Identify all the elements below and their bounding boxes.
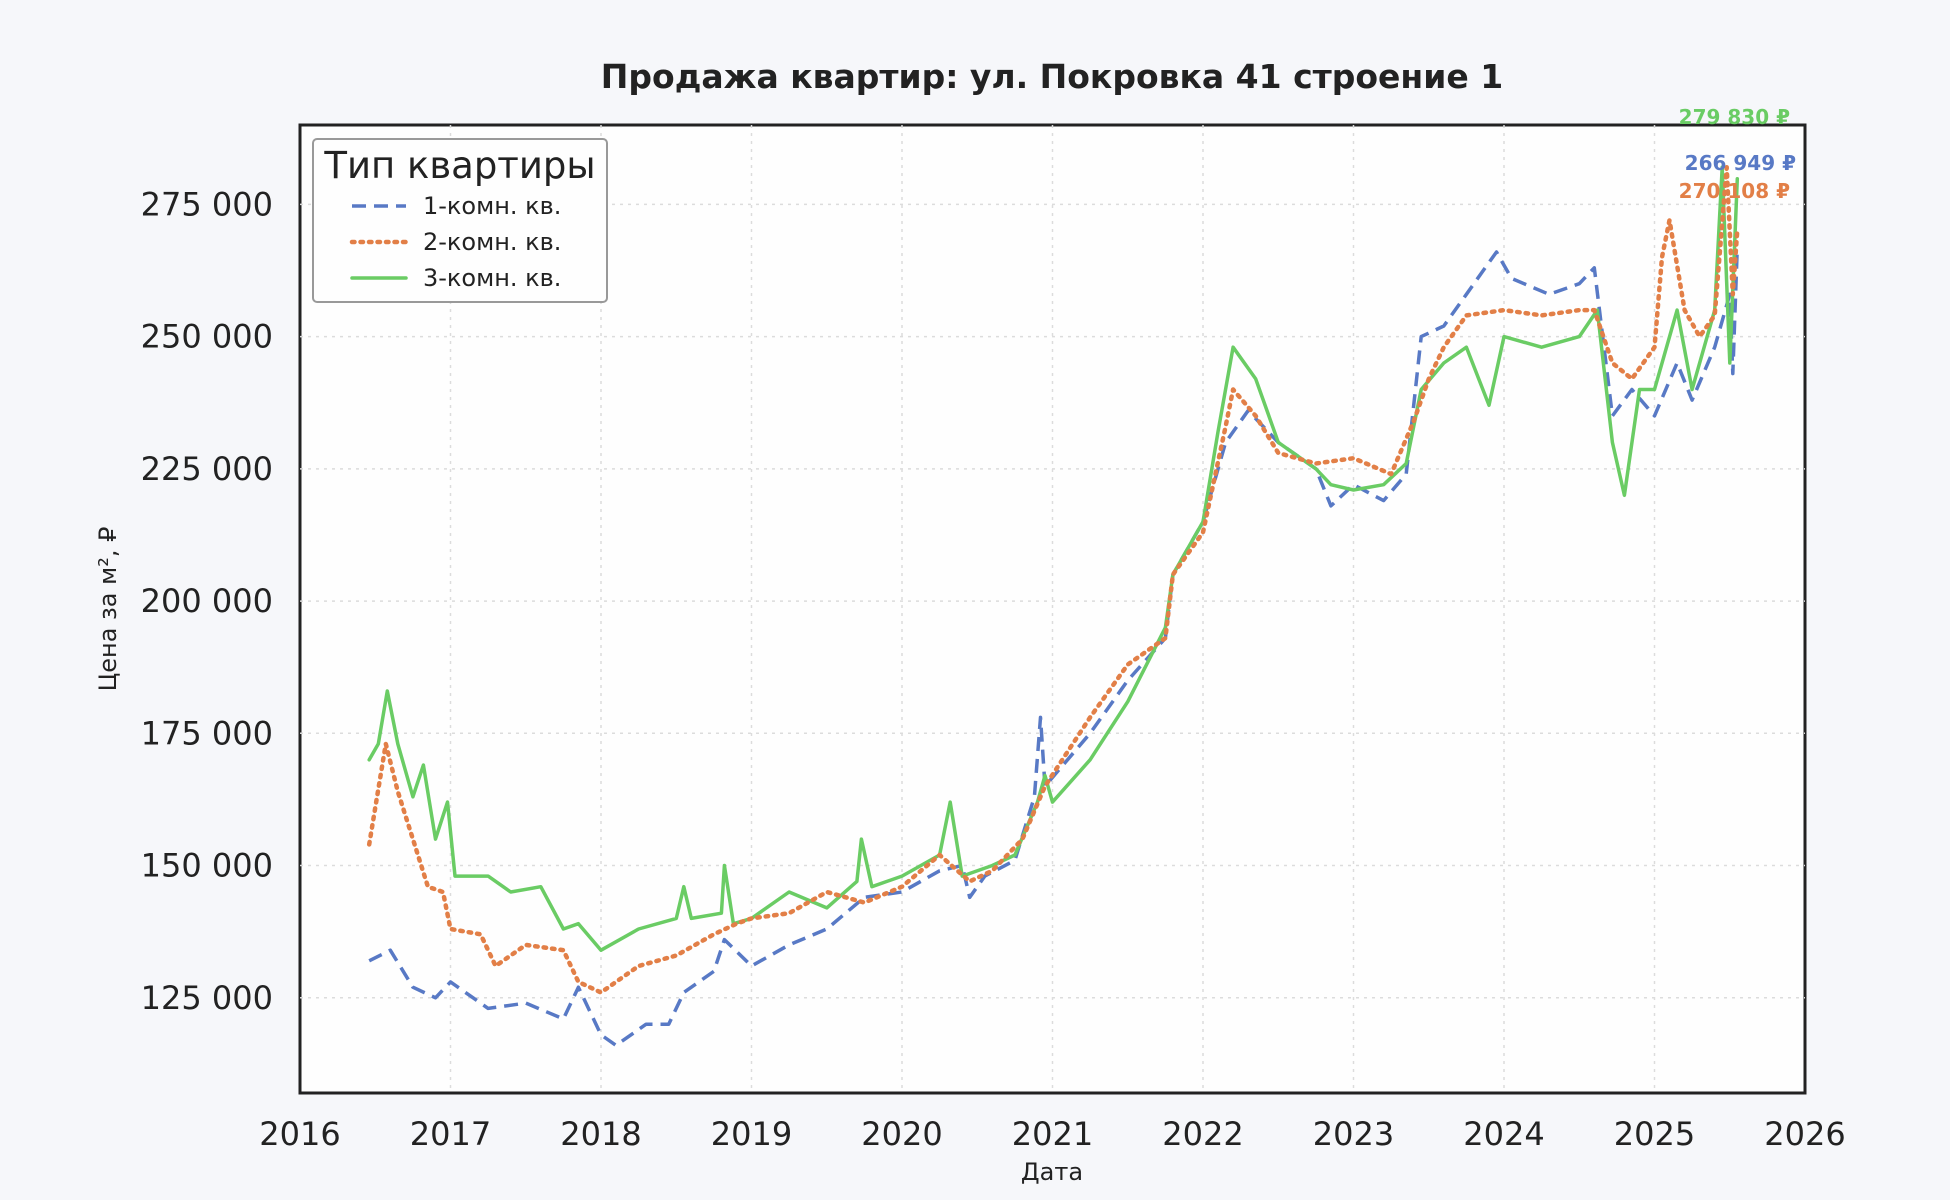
series-line-1 bbox=[368, 246, 1740, 1048]
y-tick-label: 150 000 bbox=[141, 847, 273, 885]
legend-title: Тип квартиры bbox=[323, 144, 595, 187]
legend-box bbox=[312, 138, 608, 303]
series-end-label: 279 830 ₽ bbox=[1679, 105, 1790, 129]
legend: Тип квартиры 1-комн. кв. 2-комн. кв. 3-ком… bbox=[312, 138, 608, 303]
x-tick-label: 2022 bbox=[1162, 1115, 1243, 1153]
x-tick-label: 2023 bbox=[1313, 1115, 1394, 1153]
x-tick-label: 2021 bbox=[1012, 1115, 1093, 1153]
series-end-label: 270 108 ₽ bbox=[1679, 179, 1790, 203]
series-end-label: 266 949 ₽ bbox=[1685, 151, 1796, 175]
x-tick-label: 2024 bbox=[1463, 1115, 1544, 1153]
y-tick-label: 175 000 bbox=[141, 714, 273, 752]
y-tick-label: 125 000 bbox=[141, 979, 273, 1017]
x-tick-label: 2019 bbox=[711, 1115, 792, 1153]
x-tick-label: 2026 bbox=[1764, 1115, 1845, 1153]
y-tick-label: 200 000 bbox=[141, 582, 273, 620]
x-tick-label: 2016 bbox=[259, 1115, 340, 1153]
legend-items: 1-комн. кв. 2-комн. кв. 3-комн. кв. bbox=[349, 192, 561, 292]
y-tick-label: 225 000 bbox=[141, 450, 273, 488]
series-layer bbox=[366, 165, 1740, 1048]
legend-label: 1-комн. кв. bbox=[423, 192, 561, 220]
x-tick-label: 2025 bbox=[1614, 1115, 1695, 1153]
y-axis-label: Цена за м², ₽ bbox=[94, 527, 122, 692]
x-tick-label: 2017 bbox=[410, 1115, 491, 1153]
legend-label: 2-комн. кв. bbox=[423, 228, 561, 256]
end-labels: 266 949 ₽ 270 108 ₽ 279 830 ₽ bbox=[1679, 105, 1796, 203]
x-tick-label: 2020 bbox=[861, 1115, 942, 1153]
y-tick-label: 250 000 bbox=[141, 318, 273, 356]
y-tick-label: 275 000 bbox=[141, 185, 273, 223]
series-line-2 bbox=[366, 165, 1740, 995]
x-tick-label: 2018 bbox=[560, 1115, 641, 1153]
chart-title: Продажа квартир: ул. Покровка 41 строени… bbox=[601, 57, 1503, 96]
x-axis-label: Дата bbox=[1021, 1158, 1083, 1186]
legend-label: 3-комн. кв. bbox=[423, 264, 561, 292]
y-ticks: 125 000 150 000 175 000 200 000 225 000 250 0… bbox=[141, 185, 273, 1016]
x-ticks: 2016 2017 2018 2019 2020 2021 2022 2023 2024 2025… bbox=[259, 1115, 1845, 1153]
